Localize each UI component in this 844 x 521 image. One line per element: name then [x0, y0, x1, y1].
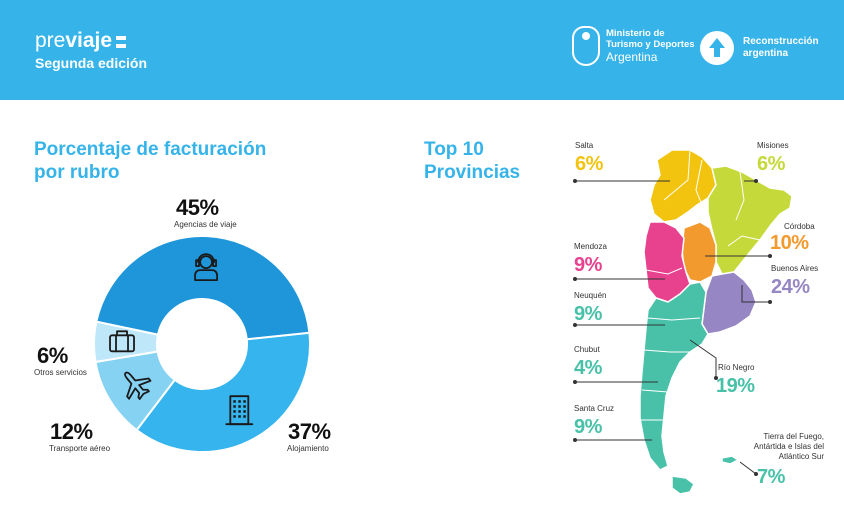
ministry-line-3: Argentina — [606, 50, 658, 64]
salta-region — [649, 149, 717, 223]
province-pct-santa-cruz: 9% — [574, 416, 602, 438]
province-pct-buenos-aires: 24% — [771, 276, 810, 298]
brand-subtitle: Segunda edición — [35, 55, 148, 71]
leader-rio-negro — [689, 339, 717, 378]
province-pct-misiones: 6% — [757, 153, 785, 175]
brand-viaje: viaje — [65, 29, 113, 52]
leader-tierra-del-fuego — [739, 461, 757, 475]
buenos-aires-region — [701, 271, 757, 335]
leader-tierra-del-fuego-dot — [754, 472, 758, 476]
province-pct-neuquen: 9% — [574, 303, 602, 325]
province-pct-cordoba: 10% — [770, 232, 809, 254]
provinces-title-line-1: Top 10 — [424, 139, 484, 160]
province-border — [695, 159, 705, 211]
previaje-logo: previaje Segunda edición — [35, 29, 147, 71]
reconstruccion-logo: Reconstrucción argentina — [700, 31, 819, 65]
leader-neuquen-dot — [573, 323, 577, 327]
malvinas-island — [721, 455, 739, 465]
province-pct-tierra-del-fuego: 7% — [757, 466, 785, 488]
tierra-del-fuego-region — [671, 475, 695, 495]
province-border — [735, 171, 745, 221]
equals-icon — [116, 36, 127, 48]
province-border — [727, 235, 761, 247]
province-border — [663, 149, 691, 201]
ministry-logo: Ministerio de Turismo y Deportes Argenti… — [572, 26, 695, 66]
arrow-up-icon — [700, 31, 734, 65]
ministry-line-2: Turismo y Deportes — [606, 39, 695, 50]
leader-mendoza-dot — [573, 277, 577, 281]
donut-category-label: Transporte aéreo — [49, 444, 111, 453]
brand-pre: pre — [35, 29, 66, 52]
province-name-misiones: Misiones — [757, 141, 789, 150]
donut-value-label: 6% — [37, 343, 68, 368]
recon-line-2: argentina — [743, 48, 789, 59]
province-pct-rio-negro: 19% — [716, 375, 755, 397]
header-bar: previaje Segunda edición Ministerio de T… — [0, 0, 844, 100]
donut-category-label: Alojamiento — [287, 444, 329, 453]
ministry-line-1: Ministerio de — [606, 28, 665, 39]
patagonia-region — [639, 281, 709, 471]
leader-salta-dot — [573, 179, 577, 183]
donut-title-line-1: Porcentaje de facturación — [34, 139, 267, 160]
donut-slice-agencias-de-viaje — [95, 235, 311, 341]
leader-buenos-aires-dot — [768, 300, 772, 304]
donut-value-label: 37% — [288, 419, 331, 444]
recon-line-1: Reconstrucción — [743, 36, 819, 47]
leader-misiones-dot — [754, 179, 758, 183]
province-pct-mendoza: 9% — [574, 254, 602, 276]
province-name-cordoba: Córdoba — [784, 222, 815, 231]
airplane-icon — [124, 371, 152, 400]
donut-value-label: 45% — [176, 195, 219, 220]
leader-chubut-dot — [573, 380, 577, 384]
leader-santa-cruz-dot — [573, 438, 577, 442]
donut-category-label: Otros servicios — [34, 368, 87, 377]
province-border — [643, 349, 690, 353]
province-border — [647, 317, 701, 321]
coat-of-arms-icon — [572, 26, 600, 66]
donut-slice-alojamiento — [135, 331, 311, 453]
province-border — [641, 389, 669, 393]
province-name-salta: Salta — [575, 141, 594, 150]
leader-rio-negro-dot — [714, 376, 718, 380]
leader-cordoba-dot — [768, 254, 772, 258]
province-name-buenos-aires: Buenos Aires — [771, 264, 819, 273]
province-name-mendoza: Mendoza — [574, 242, 607, 251]
donut-category-label: Agencias de viaje — [174, 220, 237, 229]
province-pct-salta: 6% — [575, 153, 603, 175]
province-name-rio-negro: Río Negro — [718, 363, 755, 372]
province-pct-chubut: 4% — [574, 357, 602, 379]
provinces-title-line-2: Provincias — [424, 162, 521, 183]
province-name-tierra-del-fuego: Tierra del Fuego, Antártida e Islas del … — [753, 432, 824, 461]
donut-title-line-2: por rubro — [34, 162, 120, 183]
donut-value-label: 12% — [50, 419, 93, 444]
suitcase-icon — [109, 330, 135, 353]
province-border — [645, 267, 683, 275]
province-name-chubut: Chubut — [574, 345, 600, 354]
leader-buenos-aires — [741, 285, 770, 303]
province-name-santa-cruz: Santa Cruz — [574, 404, 615, 413]
donut-title: Porcentaje de facturación por rubro — [34, 138, 294, 184]
building-icon — [225, 395, 254, 426]
agent-icon — [194, 253, 218, 282]
northeast-region — [707, 165, 793, 275]
province-name-neuquen: Neuquén — [574, 291, 607, 300]
provinces-title: Top 10 Provincias — [424, 138, 544, 184]
